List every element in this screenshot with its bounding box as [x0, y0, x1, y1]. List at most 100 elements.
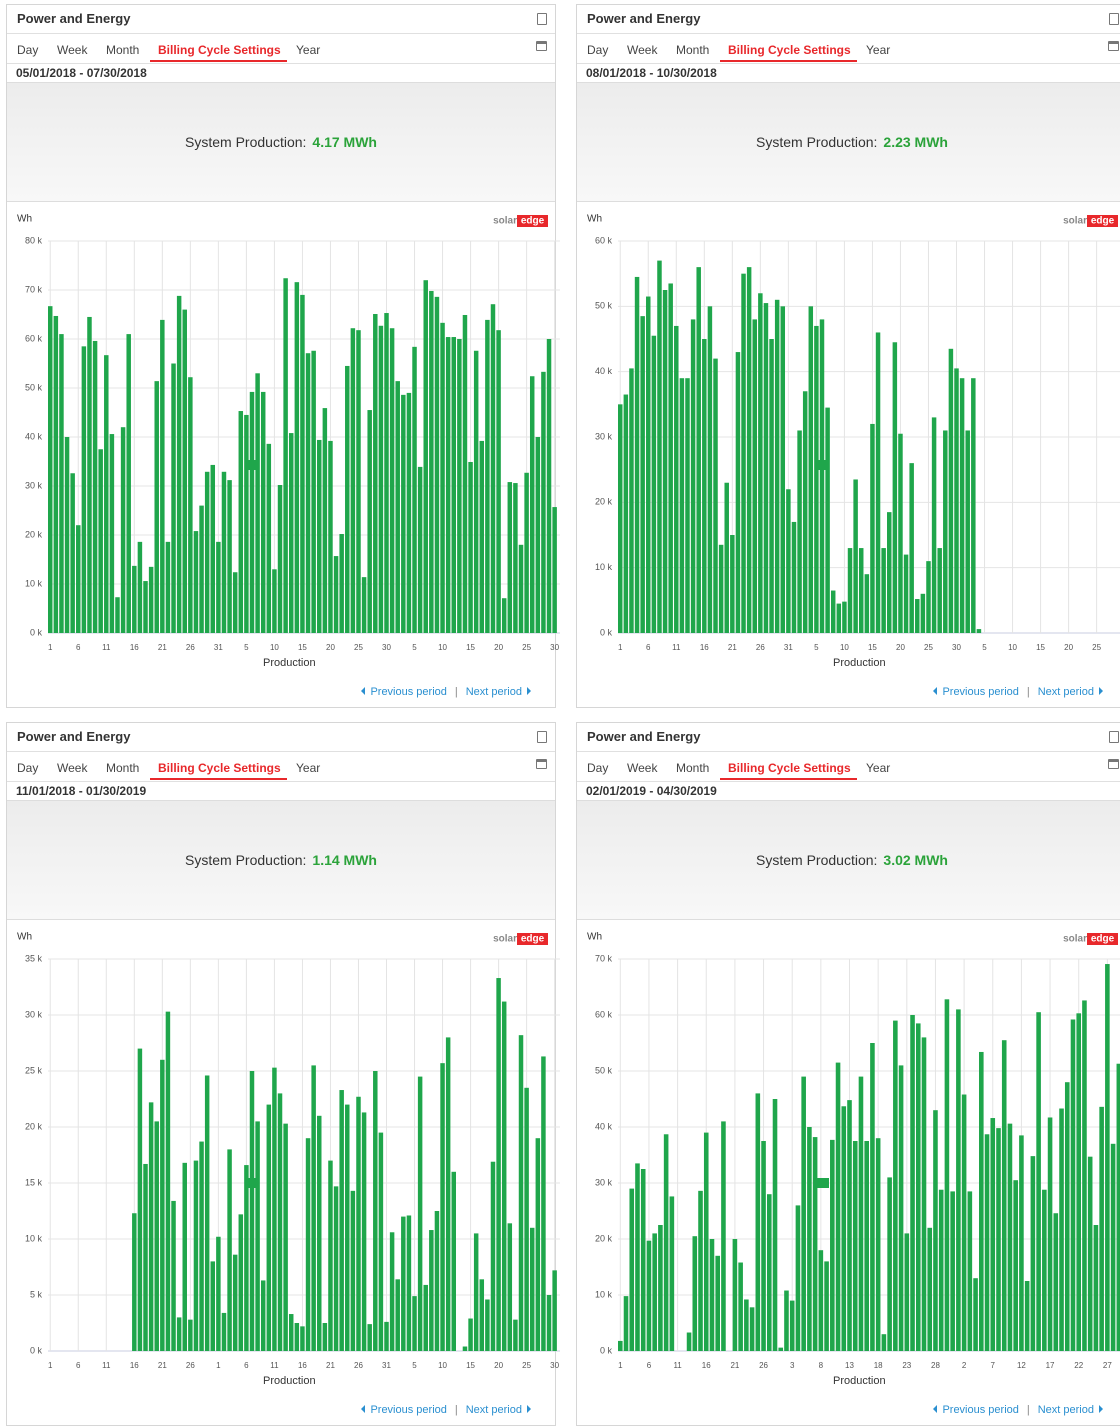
- bar: [679, 378, 685, 633]
- bar: [429, 290, 434, 633]
- tab[interactable]: Billing Cycle Settings: [158, 43, 281, 57]
- next-period-link[interactable]: Next period: [1037, 1404, 1094, 1416]
- bar: [830, 590, 836, 633]
- bar: [741, 273, 746, 633]
- bar: [317, 1115, 322, 1351]
- calendar-icon[interactable]: [536, 41, 547, 51]
- brand-solar: solar: [1063, 934, 1087, 945]
- bar: [384, 1321, 389, 1351]
- calendar-icon[interactable]: [1108, 41, 1119, 51]
- brand-box: [517, 933, 548, 945]
- x-tick-label: 31: [382, 1361, 391, 1370]
- bar: [984, 1134, 990, 1351]
- bar: [373, 1071, 378, 1351]
- bar: [507, 482, 513, 633]
- next-period-link[interactable]: Next period: [465, 686, 522, 698]
- legend-swatch: [245, 1178, 259, 1188]
- next-period-link[interactable]: Next period: [1037, 686, 1094, 698]
- bar: [339, 534, 344, 633]
- bar: [898, 1065, 904, 1351]
- y-tick-label: 60 k: [25, 333, 43, 343]
- x-tick-label: 21: [730, 1361, 739, 1370]
- bar: [216, 541, 221, 633]
- tab[interactable]: Month: [676, 761, 710, 775]
- previous-period-link[interactable]: Previous period: [370, 1404, 447, 1416]
- csv-icon[interactable]: [1109, 13, 1119, 25]
- x-tick-label: 16: [130, 1361, 139, 1370]
- prev-arrow: [361, 1405, 366, 1413]
- bar: [501, 598, 507, 633]
- tabs-divider: [7, 781, 555, 782]
- tab[interactable]: Week: [57, 761, 88, 775]
- bar: [328, 440, 333, 633]
- bar: [640, 1169, 646, 1351]
- previous-period-link[interactable]: Previous period: [942, 1404, 1019, 1416]
- y-axis-label: Wh: [587, 214, 602, 225]
- bar: [468, 461, 473, 633]
- bar: [305, 353, 311, 633]
- summary-box: System Production: 1.14 MWh: [7, 800, 555, 920]
- tab[interactable]: Day: [587, 761, 609, 775]
- previous-period-link[interactable]: Previous period: [942, 686, 1019, 698]
- tab[interactable]: Day: [587, 43, 609, 57]
- bar: [328, 1160, 333, 1351]
- bar: [535, 1138, 541, 1351]
- bar: [635, 1163, 640, 1351]
- tab[interactable]: Billing Cycle Settings: [728, 43, 851, 57]
- tab[interactable]: Day: [17, 43, 39, 57]
- x-tick-label: 11: [102, 643, 111, 652]
- date-range: 02/01/2019 - 04/30/2019: [586, 784, 717, 798]
- bar: [774, 299, 780, 633]
- bar: [892, 342, 898, 633]
- bar: [406, 392, 412, 633]
- x-tick-label: 20: [494, 643, 503, 652]
- tab[interactable]: Year: [866, 43, 891, 57]
- tab[interactable]: Year: [866, 761, 891, 775]
- tab[interactable]: Week: [57, 43, 88, 57]
- bar: [300, 1326, 305, 1351]
- bar: [824, 1261, 829, 1351]
- bar: [479, 1279, 485, 1351]
- bar: [541, 371, 546, 633]
- bar: [746, 267, 752, 633]
- summary-label: System Production:: [185, 852, 307, 868]
- bar: [780, 306, 786, 633]
- tab[interactable]: Day: [17, 761, 39, 775]
- calendar-icon[interactable]: [1108, 759, 1119, 769]
- bar: [238, 1214, 244, 1351]
- x-tick-label: 15: [298, 643, 307, 652]
- x-tick-label: 20: [326, 643, 335, 652]
- tab[interactable]: Billing Cycle Settings: [158, 761, 281, 775]
- bar: [384, 313, 389, 633]
- bar: [818, 1250, 824, 1351]
- bar: [881, 548, 886, 633]
- bar: [887, 1177, 892, 1351]
- tab[interactable]: Week: [627, 43, 658, 57]
- bar: [875, 1138, 881, 1351]
- x-tick-label: 23: [902, 1361, 911, 1370]
- bar: [789, 1300, 795, 1351]
- tab[interactable]: Month: [676, 43, 710, 57]
- csv-icon[interactable]: [1109, 731, 1119, 743]
- tab[interactable]: Month: [106, 43, 140, 57]
- bar: [317, 439, 322, 633]
- x-tick-label: 28: [931, 1361, 940, 1370]
- bar: [819, 319, 825, 633]
- tab[interactable]: Year: [296, 761, 321, 775]
- calendar-icon[interactable]: [536, 759, 547, 769]
- date-range: 11/01/2018 - 01/30/2019: [16, 784, 147, 798]
- x-tick-label: 21: [326, 1361, 335, 1370]
- tab[interactable]: Billing Cycle Settings: [728, 761, 851, 775]
- y-tick-label: 20 k: [25, 529, 43, 539]
- csv-icon[interactable]: [537, 13, 547, 25]
- tab[interactable]: Month: [106, 761, 140, 775]
- x-tick-label: 10: [1008, 643, 1017, 652]
- csv-icon[interactable]: [537, 731, 547, 743]
- tab[interactable]: Year: [296, 43, 321, 57]
- tab[interactable]: Week: [627, 761, 658, 775]
- previous-period-link[interactable]: Previous period: [370, 686, 447, 698]
- next-period-link[interactable]: Next period: [465, 1404, 522, 1416]
- bar: [685, 378, 690, 633]
- legend-label: Production: [263, 1375, 316, 1387]
- bar: [423, 280, 428, 633]
